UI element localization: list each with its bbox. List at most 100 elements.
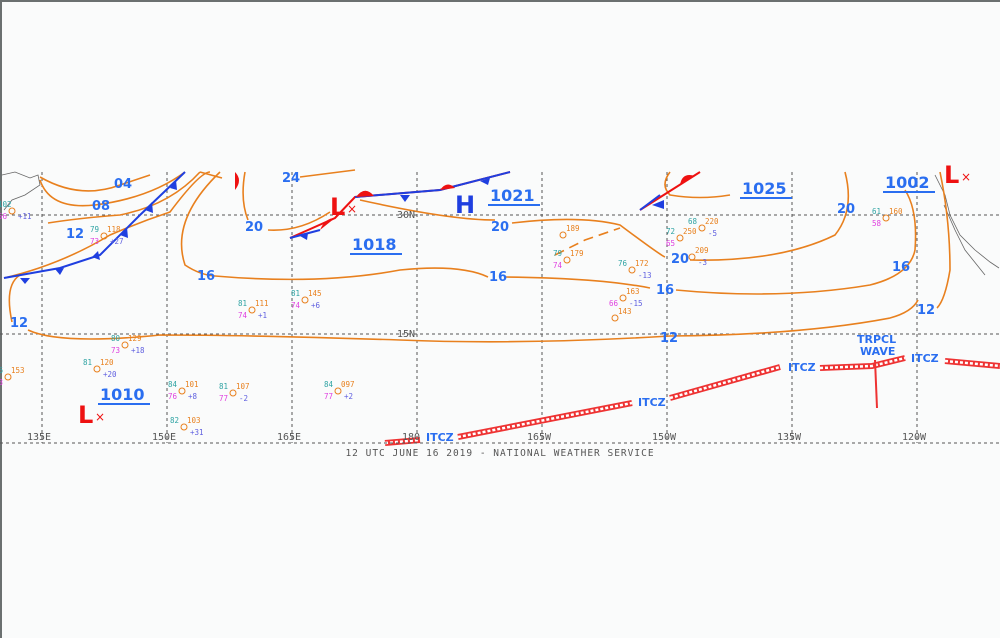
lat-lon-grid: [0, 172, 1000, 443]
station-plot: 81 120 +20: [83, 358, 117, 379]
itcz-label: ITCZ: [426, 431, 454, 444]
station-circle: [178, 387, 186, 395]
station-tendency: -13: [638, 271, 652, 280]
pressure-value: 1010: [100, 385, 145, 404]
station-circle: [611, 314, 619, 322]
station-plot: 209-3: [688, 246, 709, 267]
isobars: [3, 169, 951, 343]
station-plot: 79 118 73 +27: [90, 225, 124, 246]
station-temp: 81: [238, 299, 247, 308]
warm-front-north: [235, 172, 239, 190]
station-circle: [619, 294, 627, 302]
station-circle: [882, 214, 890, 222]
low-center-x-mark: ×: [961, 170, 971, 184]
station-temp: 81: [291, 289, 300, 298]
station-plot: 80 129 73 +18: [111, 334, 145, 355]
station-pressure: 097: [341, 380, 355, 389]
station-pressure: 107: [236, 382, 250, 391]
station-tendency: -5: [708, 229, 717, 238]
station-plot: 189: [559, 224, 580, 239]
station-pressure: 111: [255, 299, 269, 308]
cold-front-west: [3, 171, 186, 279]
station-pressure: 179: [570, 249, 584, 258]
isobar-label: 12: [660, 331, 678, 346]
station-plot: 72 250 65: [666, 227, 697, 248]
station-pressure: 129: [128, 334, 142, 343]
station-temp: 81: [83, 358, 92, 367]
isobar-label: 12: [66, 227, 84, 242]
station-pressure: 163: [626, 287, 640, 296]
station-dewpoint: 74: [553, 261, 563, 270]
station-plot: 143: [611, 307, 632, 322]
station-circle: [628, 266, 636, 274]
station-circle: [229, 389, 237, 397]
itcz-label: ITCZ: [911, 352, 939, 365]
station-dewpoint: 74: [238, 311, 248, 320]
station-tendency: +18: [131, 346, 145, 355]
map-caption: 12 UTC JUNE 16 2019 - NATIONAL WEATHER S…: [345, 448, 655, 459]
isobar-label: 12: [10, 316, 28, 331]
latitude-label: 15N: [397, 329, 415, 340]
longitude-label: 135W: [777, 432, 802, 443]
itcz-hatch: [669, 365, 781, 400]
station-pressure: 172: [635, 259, 649, 268]
pressure-value: 1002: [885, 173, 930, 192]
station-dewpoint: 73: [90, 237, 99, 246]
isobar-label: 20: [837, 202, 855, 217]
station-temp: 86: [0, 366, 4, 375]
isobar-label: 20: [491, 220, 509, 235]
station-temp: 79: [90, 225, 99, 234]
low-center-x-mark: ×: [347, 202, 357, 216]
station-dewpoint: 73: [111, 346, 120, 355]
isobar-label: 16: [656, 283, 674, 298]
station-pressure: 160: [889, 207, 903, 216]
station-temp: 72: [666, 227, 675, 236]
itcz-label: ITCZ: [638, 396, 666, 409]
station-plot: 76 172 -13: [618, 259, 652, 280]
station-plot: 84 097 77 +2: [324, 380, 355, 401]
station-plot: 102 66 +11: [0, 200, 32, 221]
station-circle: [121, 341, 129, 349]
station-pressure: 145: [308, 289, 322, 298]
station-plot: 86 153 73: [0, 366, 25, 387]
station-circle: [688, 253, 696, 261]
isobar-label: 08: [92, 199, 110, 214]
tropical-wave-axis: [874, 359, 878, 409]
longitude-label: 180: [402, 432, 420, 443]
station-circle: [676, 234, 684, 242]
station-tendency: -2: [239, 394, 248, 403]
isobar-label: 16: [489, 270, 507, 285]
station-temp: 102: [0, 200, 12, 209]
isobar-label: 20: [671, 252, 689, 267]
isobar-label: 04: [114, 177, 132, 192]
station-tendency: +2: [344, 392, 353, 401]
station-plot: 68 220 -5: [688, 217, 719, 238]
low-center-x-mark: ×: [95, 410, 105, 424]
station-circle: [559, 231, 567, 239]
station-pressure: 103: [187, 416, 201, 425]
tropical-wave-label: TRPCL: [857, 333, 896, 346]
station-dewpoint: 74: [291, 301, 301, 310]
station-circle: [93, 365, 101, 373]
station-temp: 80: [111, 334, 121, 343]
station-circle: [301, 296, 309, 304]
fronts: [3, 171, 701, 284]
longitude-label: 135E: [27, 432, 51, 443]
station-tendency: -3: [698, 258, 707, 267]
itcz-band: [384, 355, 1000, 446]
station-pressure: 220: [705, 217, 719, 226]
station-tendency: +27: [110, 237, 124, 246]
station-circle: [248, 306, 256, 314]
station-circle: [334, 387, 342, 395]
station-temp: 81: [219, 382, 228, 391]
longitude-label: 150E: [152, 432, 176, 443]
station-temp: 82: [170, 416, 179, 425]
longitude-label: 165W: [527, 432, 552, 443]
itcz-hatch: [944, 359, 1000, 368]
station-pressure: 209: [695, 246, 709, 255]
isobar-label: 16: [197, 269, 215, 284]
pressure-value: 1018: [352, 235, 397, 254]
station-circle: [4, 373, 12, 381]
